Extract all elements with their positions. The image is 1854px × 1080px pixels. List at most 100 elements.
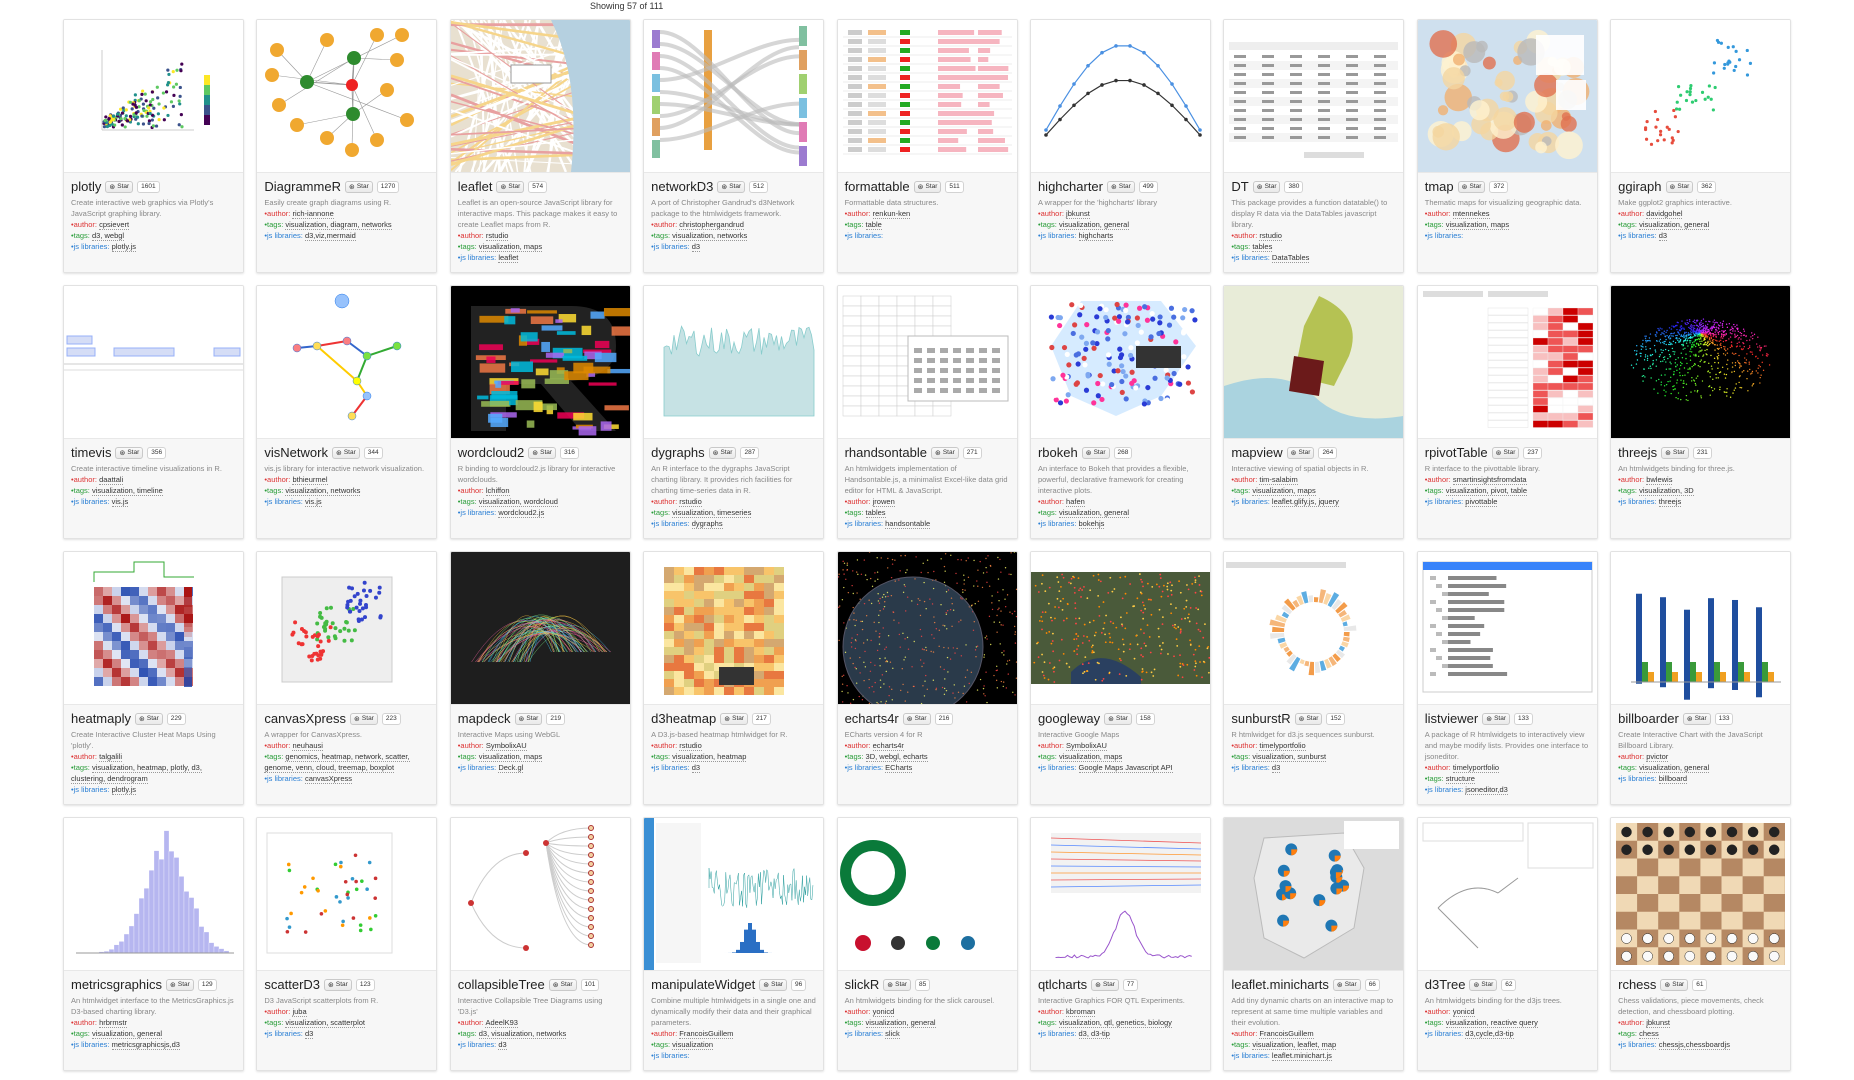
js-libraries-link[interactable]: d3: [691, 242, 701, 252]
star-count[interactable]: 229: [166, 712, 186, 725]
star-count[interactable]: 264: [1318, 446, 1338, 459]
widget-name[interactable]: mapdeck: [457, 711, 511, 726]
widget-card-listviewer[interactable]: listviewer ⊛ Star 133 A package of R html…: [1416, 551, 1598, 805]
js-libraries-link[interactable]: d3: [691, 763, 701, 773]
star-button[interactable]: ⊛ Star: [717, 180, 746, 193]
widget-thumbnail[interactable]: [1224, 286, 1404, 438]
star-count[interactable]: 217: [752, 712, 771, 725]
author-link[interactable]: jbkunst: [1646, 1018, 1670, 1028]
widget-card-leaflet[interactable]: leaflet ⊛ Star 574 Leaflet is an open-sou…: [449, 19, 631, 273]
star-button[interactable]: ⊛ Star: [720, 712, 749, 725]
js-libraries-link[interactable]: d3: [498, 1040, 507, 1050]
js-libraries-link[interactable]: threejs: [1658, 497, 1682, 507]
widget-name[interactable]: mapview: [1231, 445, 1283, 460]
tags-link[interactable]: visualization, leaflet, map: [1252, 1040, 1337, 1050]
star-button[interactable]: ⊛ Star: [134, 712, 163, 725]
star-button[interactable]: ⊛ Star: [1661, 446, 1689, 459]
widget-thumbnail[interactable]: [644, 552, 824, 704]
widget-card-dygraphs[interactable]: dygraphs ⊛ Star 287 An R interface to the…: [643, 285, 825, 539]
widget-thumbnail[interactable]: [1224, 552, 1404, 704]
star-count[interactable]: 1601: [137, 180, 160, 193]
author-link[interactable]: rstudio: [485, 231, 509, 241]
widget-name[interactable]: timevis: [71, 445, 112, 460]
author-link[interactable]: bwlewis: [1646, 475, 1673, 485]
widget-thumbnail[interactable]: [257, 20, 437, 172]
star-button[interactable]: ⊛ Star: [1482, 712, 1510, 725]
widget-name[interactable]: billboarder: [1618, 711, 1679, 726]
tags-link[interactable]: d3, visualization, networks: [478, 1029, 567, 1039]
widget-card-tmap[interactable]: tmap ⊛ Star 372 Thematic maps for visuali…: [1416, 19, 1598, 273]
star-button[interactable]: ⊛ Star: [902, 712, 931, 725]
star-count[interactable]: 344: [363, 446, 383, 459]
widget-name[interactable]: manipulateWidget: [651, 977, 756, 992]
widget-thumbnail[interactable]: [1611, 818, 1791, 970]
star-count[interactable]: 133: [1714, 712, 1734, 725]
star-count[interactable]: 512: [749, 180, 768, 193]
tags-link[interactable]: visualization, networks: [672, 231, 748, 241]
star-count[interactable]: 287: [740, 446, 760, 459]
widget-thumbnail[interactable]: [1030, 552, 1210, 704]
widget-name[interactable]: slickR: [844, 977, 880, 992]
author-link[interactable]: cpsievert: [99, 220, 130, 230]
star-button[interactable]: ⊛ Star: [1294, 712, 1323, 725]
star-button[interactable]: ⊛ Star: [514, 712, 543, 725]
js-libraries-link[interactable]: handsontable: [885, 519, 931, 529]
star-button[interactable]: ⊛ Star: [1665, 180, 1694, 193]
js-libraries-link[interactable]: leaflet: [498, 253, 519, 263]
widget-name[interactable]: qtlcharts: [1037, 977, 1088, 992]
widget-name[interactable]: sunburstR: [1231, 711, 1291, 726]
widget-name[interactable]: rhandsontable: [844, 445, 927, 460]
js-libraries-link[interactable]: bokehjs: [1078, 519, 1105, 529]
star-button[interactable]: ⊛ Star: [496, 180, 525, 193]
widget-name[interactable]: dygraphs: [651, 445, 705, 460]
widget-thumbnail[interactable]: [1224, 818, 1404, 970]
widget-thumbnail[interactable]: [257, 286, 437, 438]
js-libraries-link[interactable]: plotly.js: [111, 785, 137, 795]
js-libraries-link[interactable]: d3: [1271, 763, 1281, 773]
star-button[interactable]: ⊛ Star: [166, 978, 194, 991]
tags-link[interactable]: visualization, diagram, networks: [285, 220, 392, 230]
widget-name[interactable]: metricsgraphics: [71, 977, 163, 992]
star-button[interactable]: ⊛ Star: [759, 978, 788, 991]
star-button[interactable]: ⊛ Star: [708, 446, 737, 459]
star-count[interactable]: 574: [528, 180, 548, 193]
star-button[interactable]: ⊛ Star: [324, 978, 352, 991]
star-button[interactable]: ⊛ Star: [1081, 446, 1110, 459]
js-libraries-link[interactable]: DataTables: [1271, 253, 1310, 263]
star-count[interactable]: 129: [197, 978, 217, 991]
star-count[interactable]: 123: [355, 978, 375, 991]
widget-card-threejs[interactable]: threejs ⊛ Star 231 An htmlwidgets binding…: [1610, 285, 1792, 539]
author-link[interactable]: rstudio: [1259, 231, 1282, 241]
star-count[interactable]: 133: [1514, 712, 1533, 725]
widget-name[interactable]: threejs: [1618, 445, 1658, 460]
widget-thumbnail[interactable]: [1417, 286, 1597, 438]
tags-link[interactable]: visualization, reactive query: [1445, 1018, 1538, 1028]
author-link[interactable]: talgalili: [99, 752, 123, 762]
widget-thumbnail[interactable]: [644, 286, 824, 438]
author-link[interactable]: timelyportfolio: [1259, 741, 1306, 751]
js-libraries-link[interactable]: Deck.gl: [498, 763, 524, 773]
widget-thumbnail[interactable]: [1611, 552, 1791, 704]
author-link[interactable]: daattali: [99, 475, 124, 485]
widget-card-mapdeck[interactable]: mapdeck ⊛ Star 219 Interactive Maps using…: [449, 551, 631, 805]
widget-name[interactable]: scatterD3: [264, 977, 321, 992]
widget-card-rpivottable[interactable]: rpivotTable ⊛ Star 237 R interface to the…: [1416, 285, 1598, 539]
js-libraries-link[interactable]: vis.js: [304, 497, 322, 507]
widget-name[interactable]: networkD3: [651, 179, 714, 194]
star-button[interactable]: ⊛ Star: [913, 180, 942, 193]
widget-name[interactable]: DT: [1231, 179, 1249, 194]
tags-link[interactable]: visualization, heatmap, plotly, d3, clus…: [71, 763, 202, 784]
tags-link[interactable]: visualization, general: [1058, 508, 1129, 518]
widget-name[interactable]: rchess: [1618, 977, 1657, 992]
author-link[interactable]: rstudio: [679, 741, 702, 751]
author-link[interactable]: jrowen: [872, 497, 895, 507]
widget-thumbnail[interactable]: [257, 818, 437, 970]
tags-link[interactable]: visualization, maps: [478, 242, 543, 252]
star-count[interactable]: 85: [915, 978, 931, 991]
js-libraries-link[interactable]: d3,viz,mermaid: [304, 231, 356, 241]
widget-card-canvasxpress[interactable]: canvasXpress ⊛ Star 223 A wrapper for Can…: [256, 551, 438, 805]
tags-link[interactable]: visualization, general: [865, 1018, 936, 1028]
widget-name[interactable]: collapsibleTree: [457, 977, 545, 992]
tags-link[interactable]: visualization, scatterplot: [285, 1018, 365, 1028]
widget-thumbnail[interactable]: [837, 818, 1017, 970]
